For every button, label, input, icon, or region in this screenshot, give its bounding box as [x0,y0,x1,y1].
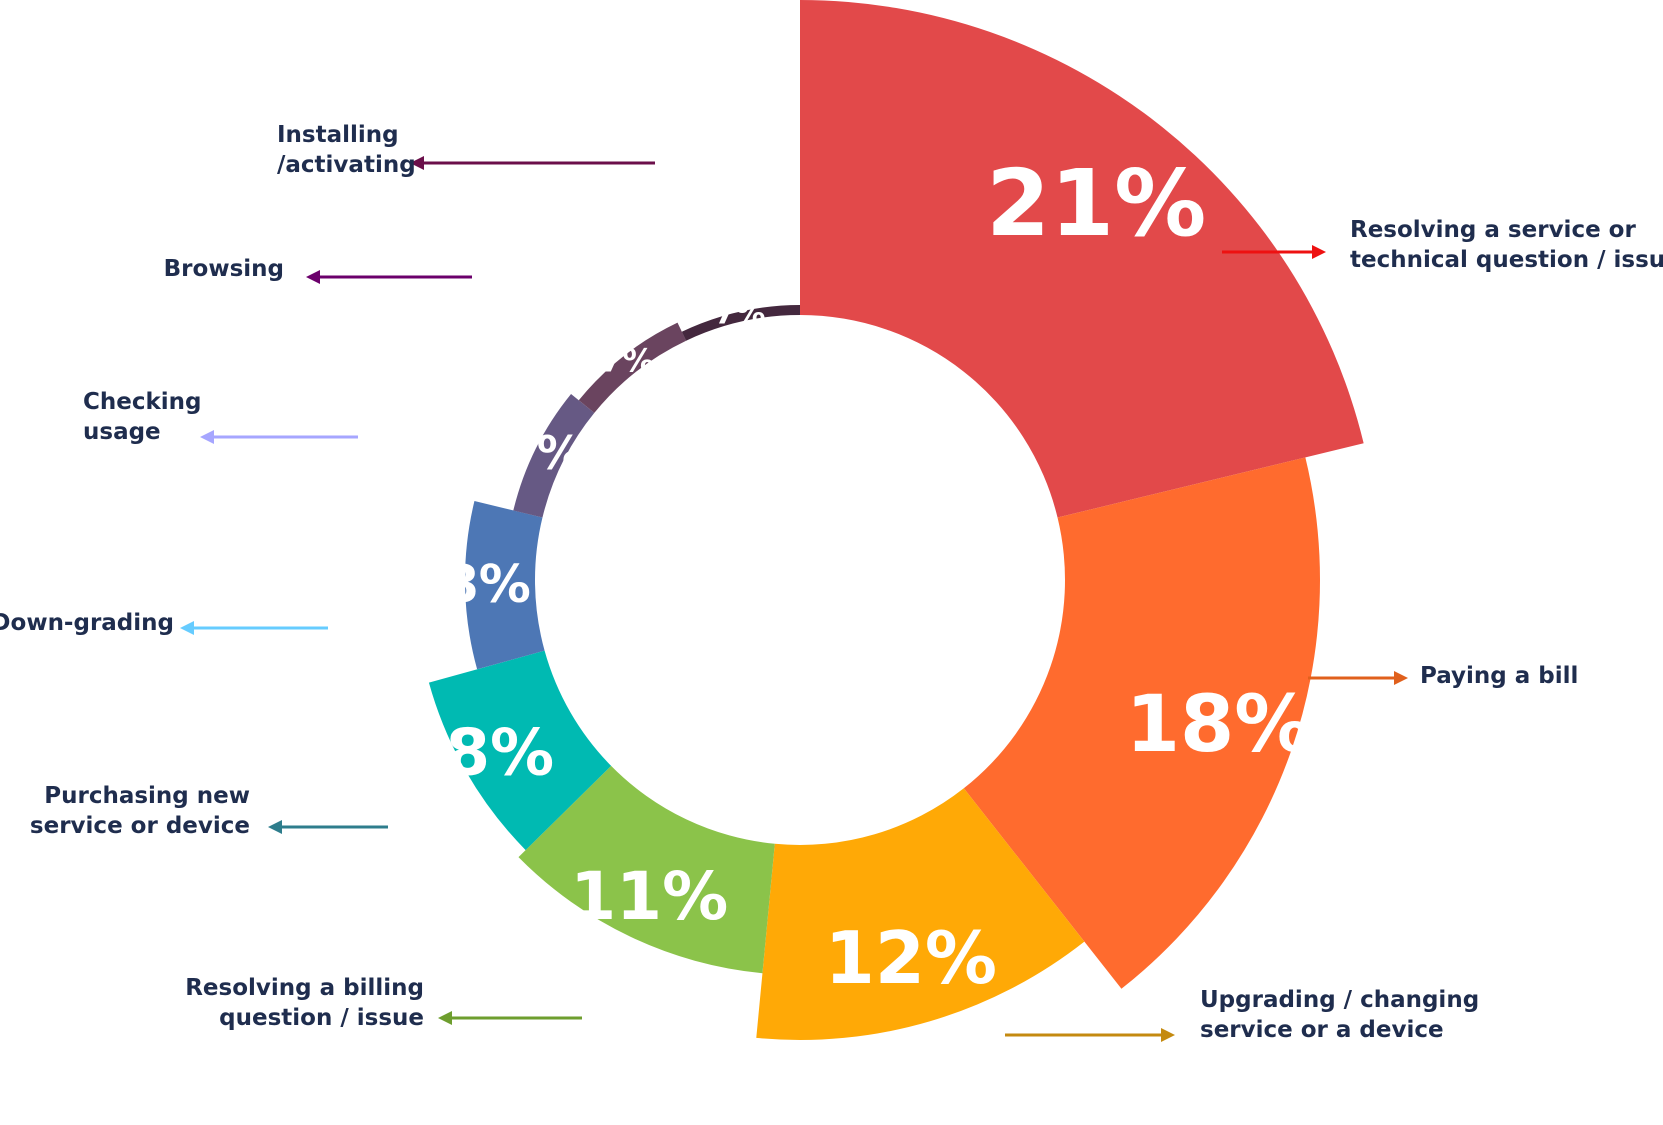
category-label: Down-grading [0,610,174,636]
category-label: Installing/activating [277,122,416,178]
arrowhead-icon [268,820,282,834]
category-label: Paying a bill [1420,663,1578,689]
arrowhead-icon [306,270,320,284]
value-label: 7% [600,341,654,379]
arrowhead-icon [410,156,424,170]
arrowhead-icon [180,621,194,635]
category-label: Browsing [164,256,284,282]
value-label: 8% [446,716,555,790]
value-label: 21% [986,150,1206,257]
donut-segment [428,650,612,851]
donut-segment [681,305,800,341]
donut-segment [800,0,1364,518]
category-labels: Resolving a service or technical question… [0,122,1663,1043]
category-label: Purchasing new service or device [30,783,250,839]
value-labels: 21%18%12%11%8%8%7%7%7% [443,150,1313,1000]
arrowhead-icon [438,1011,452,1025]
category-label: Upgrading / changing service or a device [1200,987,1479,1043]
value-label: 8% [443,555,531,615]
donut-segment [518,765,775,974]
value-label: 7% [714,297,765,332]
donut-segment [963,457,1320,989]
category-label: Checking usage [83,389,202,445]
category-label: Resolving a service or technical question… [1350,217,1663,273]
donut-segment [578,322,687,413]
donut-segment [756,788,1085,1040]
arrowhead-icon [1312,245,1326,259]
arrowhead-icon [1161,1028,1175,1042]
donut-segment [464,501,545,670]
arrowhead-icon [200,430,214,444]
value-label: 18% [1126,680,1313,770]
value-label: 7% [505,426,583,480]
donut-segments [428,0,1364,1040]
category-label: Resolving a billing question / issue [185,975,424,1031]
donut-segment [513,393,595,518]
value-label: 11% [570,858,728,935]
callout-arrows [180,156,1408,1042]
value-label: 12% [825,916,997,1000]
arrowhead-icon [1394,671,1408,685]
